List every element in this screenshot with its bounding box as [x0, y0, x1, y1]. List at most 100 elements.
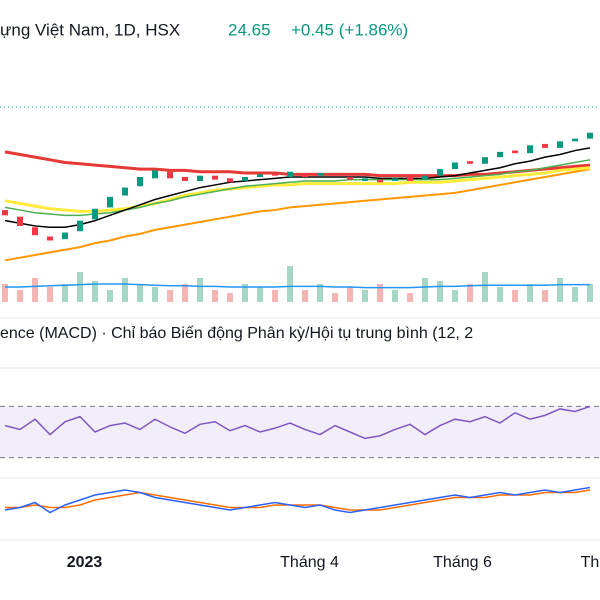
macd-line — [4, 486, 591, 514]
moving-average — [4, 147, 591, 229]
candle — [317, 173, 323, 176]
last-price: 24.65 — [228, 20, 271, 39]
volume-bar — [167, 290, 173, 302]
volume-bar — [392, 290, 398, 302]
candle — [422, 175, 428, 180]
candle — [347, 177, 353, 180]
volume-bar — [527, 284, 533, 302]
volume-bar — [497, 287, 503, 302]
candle — [62, 232, 68, 240]
candle — [362, 178, 368, 181]
volume-bar — [437, 281, 443, 302]
candle — [377, 179, 383, 183]
candle — [437, 169, 443, 176]
x-tick-label: 2023 — [67, 554, 103, 571]
volume-bar — [362, 290, 368, 302]
volume-bar — [512, 290, 518, 302]
x-tick-label: Tháng 4 — [280, 554, 339, 571]
candle — [2, 210, 8, 216]
rsi-line — [4, 405, 591, 440]
candle — [212, 175, 218, 180]
volume-bar — [332, 293, 338, 302]
volume-bar — [287, 266, 293, 302]
candle — [542, 143, 548, 148]
volume-bar — [227, 293, 233, 302]
volume-bar — [482, 272, 488, 302]
volume-bar — [257, 287, 263, 302]
candle — [407, 177, 413, 181]
candle — [242, 177, 248, 181]
candle — [152, 170, 158, 179]
candle — [77, 220, 83, 232]
candle — [452, 162, 458, 170]
volume-bar — [17, 290, 23, 302]
volume-bar — [242, 284, 248, 302]
volume-bar — [302, 290, 308, 302]
volume-bar — [212, 290, 218, 302]
moving-average — [4, 150, 591, 178]
candle — [527, 145, 533, 154]
volume-bar — [197, 278, 203, 302]
volume-bar — [107, 290, 113, 302]
volume-bar — [377, 284, 383, 302]
volume-bar — [572, 287, 578, 302]
candle — [257, 174, 263, 177]
volume-bar — [317, 284, 323, 302]
volume-bar — [182, 284, 188, 302]
volume-bar — [2, 284, 8, 302]
volume-bar — [77, 272, 83, 302]
candle — [182, 177, 188, 181]
volume-bar — [62, 284, 68, 302]
candle — [92, 208, 98, 220]
volume-bar — [557, 278, 563, 302]
price-change: +0.45 (+1.86%) — [291, 20, 408, 39]
candle — [272, 173, 278, 176]
candle — [197, 175, 203, 181]
volume-bar — [92, 281, 98, 302]
volume-bar — [542, 290, 548, 302]
volume-bar — [272, 290, 278, 302]
candle — [107, 196, 113, 208]
moving-average — [4, 168, 591, 262]
volume-bar — [422, 278, 428, 302]
candle — [497, 151, 503, 158]
candle — [287, 171, 293, 177]
volume-ma — [5, 283, 590, 289]
candle — [227, 178, 233, 183]
candle — [137, 177, 143, 187]
candle — [122, 187, 128, 196]
volume-bar — [122, 278, 128, 302]
candle — [392, 178, 398, 181]
candle — [332, 174, 338, 176]
volume-bar — [47, 287, 53, 302]
macd-signal — [5, 489, 591, 511]
macd-title: ence (MACD) · Chỉ báo Biến động Phân kỳ/… — [0, 325, 473, 342]
volume-bar — [587, 284, 593, 302]
moving-average — [4, 159, 591, 217]
candle — [587, 132, 593, 139]
volume-bar — [452, 290, 458, 302]
volume-bar — [32, 278, 38, 302]
candle — [572, 138, 578, 142]
candle — [167, 171, 173, 179]
moving-average — [4, 166, 591, 213]
volume-bar — [467, 284, 473, 302]
volume-bar — [407, 293, 413, 302]
x-tick-label: Tháng 6 — [433, 554, 492, 571]
x-tick-label: Th — [581, 554, 600, 571]
symbol-title: ựng Việt Nam, 1D, HSX — [0, 20, 180, 39]
volume-bar — [137, 284, 143, 302]
candle — [17, 216, 23, 226]
candle — [467, 161, 473, 164]
candle — [482, 157, 488, 164]
rsi-band — [0, 406, 600, 458]
candle — [557, 141, 563, 148]
candle — [302, 173, 308, 177]
volume-bar — [152, 287, 158, 302]
candle — [47, 236, 53, 241]
candle — [512, 150, 518, 154]
candle — [32, 227, 38, 236]
volume-bar — [347, 287, 353, 302]
